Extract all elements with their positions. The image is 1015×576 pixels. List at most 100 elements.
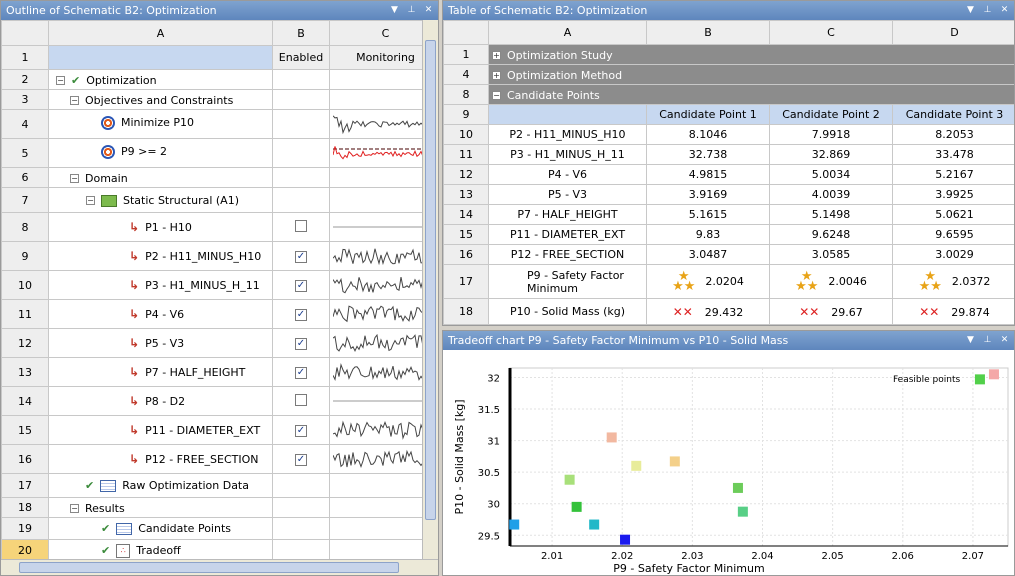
enabled-checkbox[interactable] [295, 219, 307, 232]
column-header-c[interactable]: C [329, 20, 422, 46]
section-cell[interactable]: + Optimization Method [488, 64, 1014, 85]
enabled-checkbox[interactable]: ✓ [295, 454, 307, 466]
value-cell[interactable]: 33.478 [892, 144, 1014, 165]
outline-cell-label[interactable]: ↳ P12 - FREE_SECTION [48, 444, 273, 474]
outline-row[interactable]: 17 ✔ Raw Optimization Data [1, 473, 422, 498]
section-row[interactable]: 1 + Optimization Study [443, 44, 1014, 65]
pin-icon[interactable]: ⊥ [983, 5, 992, 15]
value-cell[interactable]: 3.0585 [769, 244, 893, 265]
outline-row[interactable]: 18− Results [1, 497, 422, 518]
section-cell[interactable]: + Optimization Study [488, 44, 1014, 65]
outline-cell-label[interactable]: ↳ P1 - H10 [48, 212, 273, 242]
expand-icon[interactable]: + [492, 50, 501, 60]
value-cell[interactable]: 9.6248 [769, 224, 893, 245]
collapse-icon[interactable]: − [492, 90, 501, 100]
value-cell[interactable]: 4.9815 [646, 164, 770, 185]
value-cell[interactable]: ✕✕ 29.432 [646, 298, 770, 325]
table-row[interactable]: 10 P2 - H11_MINUS_H10 8.1046 7.9918 8.2053 [443, 124, 1014, 145]
table-row[interactable]: 15 P11 - DIAMETER_EXT 9.83 9.6248 9.6595 [443, 224, 1014, 245]
section-row[interactable]: 4 + Optimization Method [443, 64, 1014, 85]
outline-row[interactable]: 6− Domain [1, 167, 422, 188]
outline-cell-label[interactable]: Minimize P10 [48, 109, 273, 139]
value-cell[interactable]: 32.738 [646, 144, 770, 165]
enabled-checkbox[interactable]: ✓ [295, 367, 307, 379]
column-header-a[interactable]: A [48, 20, 273, 46]
value-cell[interactable]: 3.0029 [892, 244, 1014, 265]
outline-row[interactable]: 3− Objectives and Constraints [1, 89, 422, 110]
pin-icon[interactable]: ⊥ [407, 5, 416, 15]
section-cell[interactable]: − Candidate Points [488, 84, 1014, 105]
value-cell[interactable]: ★ ★★ 2.0046 [769, 264, 893, 299]
outline-cell-label[interactable]: ↳ P3 - H1_MINUS_H_11 [48, 270, 273, 300]
outline-cell-label[interactable]: − Domain [48, 167, 273, 188]
value-cell[interactable]: 3.9925 [892, 184, 1014, 205]
outline-cell-label[interactable]: ✔ Candidate Points [48, 517, 273, 540]
value-cell[interactable]: 8.1046 [646, 124, 770, 145]
outline-cell-label[interactable]: ↳ P5 - V3 [48, 328, 273, 358]
candidate-header[interactable]: Candidate Point 2 [769, 104, 893, 125]
value-cell[interactable]: 5.1615 [646, 204, 770, 225]
collapse-icon[interactable]: − [86, 196, 95, 205]
value-cell[interactable]: 5.1498 [769, 204, 893, 225]
close-icon[interactable]: ✕ [1000, 335, 1009, 345]
pin-icon[interactable]: ⊥ [983, 335, 992, 345]
column-header-b[interactable]: B [272, 20, 330, 46]
outline-cell-label[interactable]: − Results [48, 497, 273, 518]
outline-row[interactable]: 12 ↳ P5 - V3 ✓ [1, 328, 422, 358]
table-row[interactable]: 12 P4 - V6 4.9815 5.0034 5.2167 [443, 164, 1014, 185]
outline-cell-label[interactable]: ✔ Raw Optimization Data [48, 473, 273, 498]
enabled-checkbox[interactable]: ✓ [295, 338, 307, 350]
value-cell[interactable]: 3.0487 [646, 244, 770, 265]
outline-row[interactable]: 15 ↳ P11 - DIAMETER_EXT ✓ [1, 415, 422, 445]
scatter-point[interactable] [737, 506, 748, 517]
collapse-icon[interactable]: − [56, 75, 65, 85]
value-cell[interactable]: 5.0621 [892, 204, 1014, 225]
enabled-checkbox[interactable]: ✓ [295, 425, 307, 437]
value-cell[interactable]: ★ ★★ 2.0204 [646, 264, 770, 299]
candidate-header[interactable]: Candidate Point 3 [892, 104, 1014, 125]
value-cell[interactable]: ✕✕ 29.67 [769, 298, 893, 325]
outline-row[interactable]: 14 ↳ P8 - D2 [1, 386, 422, 416]
outline-vertical-scrollbar[interactable] [422, 20, 438, 559]
value-cell[interactable]: 32.869 [769, 144, 893, 165]
outline-row[interactable]: 1 Enabled Monitoring [1, 45, 422, 70]
tradeoff-chart[interactable]: 2.01 2.02 2.03 2.04 2.05 2.06 2.07 29.5 30 30.5 31… [443, 350, 1014, 575]
collapse-icon[interactable]: − [70, 95, 79, 105]
expand-icon[interactable]: + [492, 70, 501, 80]
outline-cell-label[interactable]: ↳ P2 - H11_MINUS_H10 [48, 241, 273, 271]
value-cell[interactable]: 3.9169 [646, 184, 770, 205]
outline-row[interactable]: 13 ↳ P7 - HALF_HEIGHT ✓ [1, 357, 422, 387]
value-cell[interactable]: 5.2167 [892, 164, 1014, 185]
outline-row[interactable]: 5 P9 >= 2 [1, 138, 422, 168]
value-cell[interactable]: ★ ★★ 2.0372 [892, 264, 1014, 299]
table-row[interactable]: 17 P9 - Safety Factor Minimum ★ ★★ 2.0204 ★ ★★… [443, 264, 1014, 299]
value-cell[interactable]: 9.83 [646, 224, 770, 245]
outline-row[interactable]: 2− ✔ Optimization [1, 69, 422, 90]
dropdown-icon[interactable]: ▼ [391, 5, 398, 15]
value-cell[interactable]: 4.0039 [769, 184, 893, 205]
candidate-header[interactable]: Candidate Point 1 [646, 104, 770, 125]
scatter-point[interactable] [571, 501, 582, 512]
scatter-point[interactable] [669, 456, 680, 467]
outline-row[interactable]: 10 ↳ P3 - H1_MINUS_H_11 ✓ [1, 270, 422, 300]
collapse-icon[interactable]: − [70, 503, 79, 513]
collapse-icon[interactable]: − [70, 173, 79, 183]
column-header-c[interactable]: C [769, 20, 893, 45]
scatter-point[interactable] [974, 374, 985, 385]
column-header-b[interactable]: B [646, 20, 770, 45]
table-row[interactable]: 18 P10 - Solid Mass (kg) ✕✕ 29.432 ✕✕ 29.67 ✕✕… [443, 298, 1014, 325]
enabled-checkbox[interactable]: ✓ [295, 280, 307, 292]
outline-row[interactable]: 9 ↳ P2 - H11_MINUS_H10 ✓ [1, 241, 422, 271]
enabled-checkbox[interactable] [295, 393, 307, 406]
table-row[interactable]: 13 P5 - V3 3.9169 4.0039 3.9925 [443, 184, 1014, 205]
outline-cell-label[interactable]: − Static Structural (A1) [48, 187, 273, 213]
scatter-point[interactable] [620, 534, 631, 545]
outline-cell-label[interactable]: ↳ P8 - D2 [48, 386, 273, 416]
outline-row[interactable]: 11 ↳ P4 - V6 ✓ [1, 299, 422, 329]
value-cell[interactable]: 7.9918 [769, 124, 893, 145]
close-icon[interactable]: ✕ [1000, 5, 1009, 15]
outline-cell-label[interactable]: − Objectives and Constraints [48, 89, 273, 110]
outline-cell-label[interactable]: ✔ ∴ Tradeoff [48, 539, 273, 559]
scatter-point[interactable] [606, 432, 617, 443]
column-header-d[interactable]: D [892, 20, 1014, 45]
